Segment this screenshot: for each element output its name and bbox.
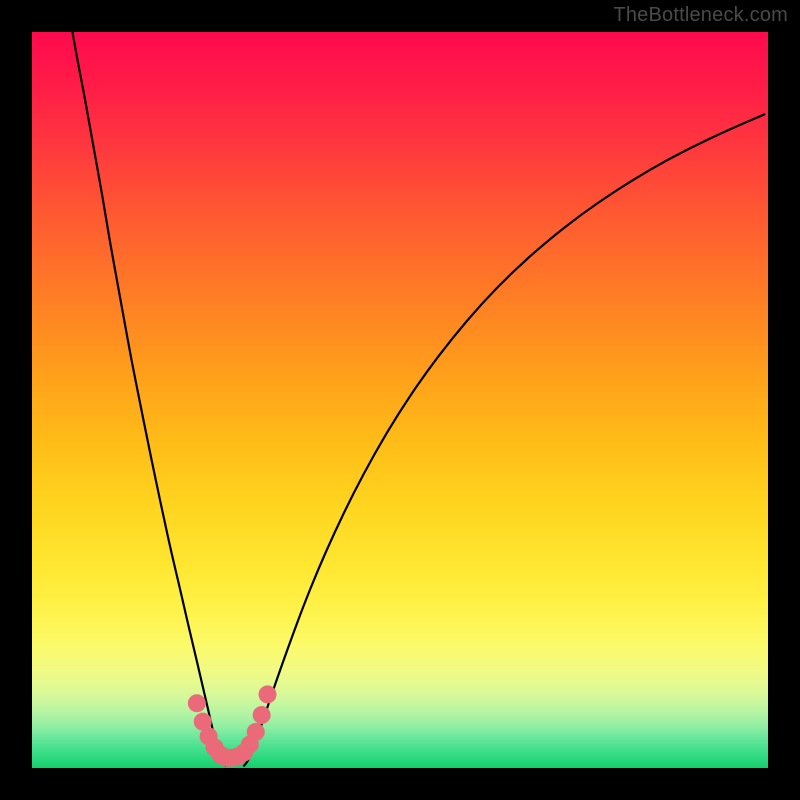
curve-overlay	[32, 32, 768, 768]
bottleneck-marker	[247, 723, 265, 741]
curve-right	[244, 114, 764, 765]
curve-left	[72, 32, 225, 766]
watermark: TheBottleneck.com	[613, 4, 788, 27]
bottleneck-marker	[253, 706, 271, 724]
plot-frame	[32, 32, 768, 768]
bottleneck-marker	[188, 694, 206, 712]
bottleneck-marker	[259, 685, 277, 703]
